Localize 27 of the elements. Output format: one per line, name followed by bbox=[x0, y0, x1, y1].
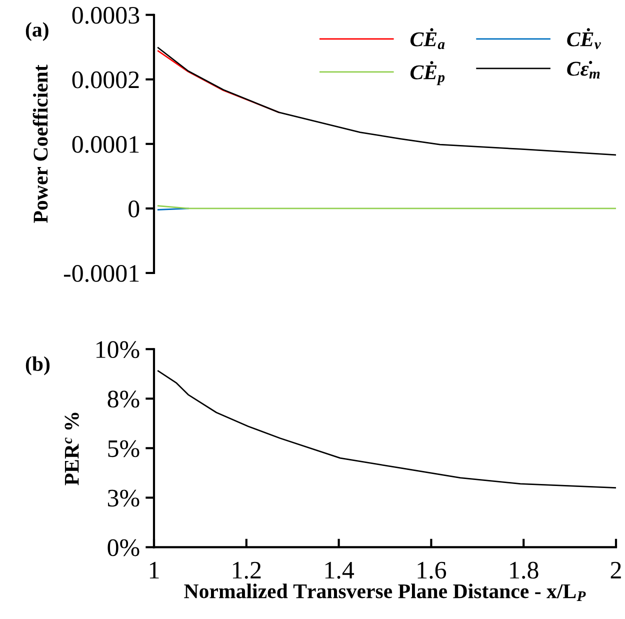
y-tick-label: 0.0003 bbox=[72, 6, 140, 24]
legend-label: CĖ$_{p}$ bbox=[410, 61, 445, 86]
y-tick-label: 10% bbox=[96, 341, 140, 358]
line-series bbox=[157, 370, 616, 488]
x-tick-label: 1 bbox=[150, 562, 159, 578]
x-tick-label: 1.8 bbox=[510, 562, 538, 579]
legend-label: CĖ$_{a}$ bbox=[410, 28, 445, 50]
y-tick-label: 0 bbox=[128, 200, 140, 218]
y-tick-label: 0.0002 bbox=[72, 71, 139, 88]
x-tick-label: 2 bbox=[610, 562, 621, 578]
y-tick-label: 0% bbox=[108, 539, 140, 556]
x-axis-title: Normalized Transverse Plane Distance - x/L$_{P}$ bbox=[184, 584, 586, 601]
y-tick-label: 5% bbox=[108, 440, 140, 458]
text: (b) bbox=[26, 356, 50, 376]
y-tick-label: 8% bbox=[108, 390, 140, 408]
text: (a) bbox=[26, 22, 48, 41]
y-tick-label: 3% bbox=[108, 490, 140, 507]
y-axis-title: Power Coefficient bbox=[32, 64, 48, 223]
x-tick-label: 1.2 bbox=[232, 562, 261, 579]
y-tick-label: 0.0001 bbox=[72, 136, 139, 153]
legend-label: CĖ$_{v}$ bbox=[567, 28, 601, 50]
legend-label: Cε̇$_{m}$ bbox=[567, 60, 600, 78]
x-tick-label: 1.6 bbox=[418, 562, 446, 579]
line-series bbox=[157, 50, 280, 113]
x-tick-label: 1.4 bbox=[325, 562, 354, 579]
y-axis-title: PER$^{c}$ % bbox=[64, 412, 79, 486]
y-tick-label: -0.0001 bbox=[64, 265, 139, 282]
